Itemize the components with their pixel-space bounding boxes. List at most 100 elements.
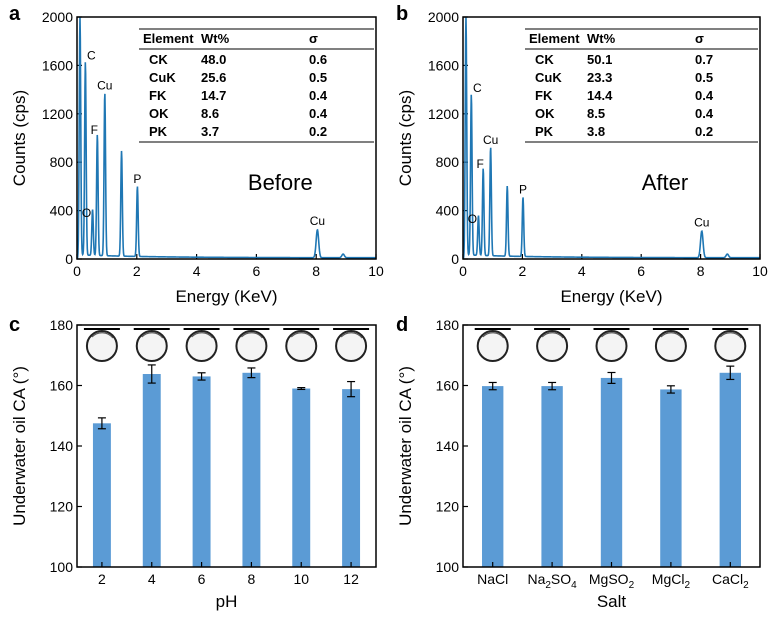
inset-title: Before	[248, 170, 313, 195]
droplet-highlight	[601, 332, 623, 339]
bar	[600, 377, 623, 567]
table-cell: CK	[149, 52, 168, 67]
y-axis-label: Counts (cps)	[396, 90, 415, 186]
table-cell: 0.5	[695, 70, 713, 85]
panel-letter: c	[9, 314, 20, 336]
x-tick-label: 8	[312, 263, 320, 279]
bar	[242, 372, 261, 567]
x-tick-label: 4	[148, 571, 156, 587]
table-header: σ	[309, 31, 318, 46]
x-tick-label: 2	[519, 263, 527, 279]
y-tick-label: 180	[436, 317, 460, 333]
x-tick-label: 4	[578, 263, 586, 279]
plot-frame	[76, 16, 377, 260]
x-tick-label: 2	[98, 571, 106, 587]
droplet-highlight	[91, 332, 114, 339]
table-cell: OK	[535, 106, 555, 121]
bar	[292, 388, 311, 567]
bar	[660, 389, 682, 567]
table-header: Element	[143, 31, 194, 46]
y-tick-label: 2000	[42, 9, 73, 25]
table-header: Element	[529, 31, 580, 46]
x-tick-label: 6	[637, 263, 645, 279]
x-tick-label: 4	[193, 263, 201, 279]
x-tick-label: 0	[459, 263, 467, 279]
bar	[482, 386, 504, 567]
x-tick-label: 8	[697, 263, 705, 279]
peak-label: C	[473, 81, 482, 95]
y-tick-label: 1600	[42, 57, 73, 73]
table-header: σ	[695, 31, 704, 46]
peak-label: Cu	[97, 79, 112, 93]
y-tick-label: 120	[436, 499, 460, 515]
plot-frame	[462, 16, 761, 260]
y-tick-label: 0	[451, 251, 459, 267]
table-cell: PK	[535, 124, 554, 139]
x-axis-label: Salt	[597, 592, 627, 611]
droplet-highlight	[290, 332, 313, 339]
table-header: Wt%	[587, 31, 616, 46]
y-tick-label: 100	[436, 559, 460, 575]
table-cell: 8.5	[587, 106, 605, 121]
peak-label: F	[477, 157, 484, 171]
panel-a: 0 400 800 1200 1600 2000 0 2 4 6 8 10 C O F Cu P Cu Energy…	[9, 3, 384, 306]
droplet-highlight	[541, 332, 564, 339]
panel-letter: b	[396, 3, 408, 25]
y-tick-label: 800	[50, 154, 74, 170]
panel-c: 100 120 140 160 180 2 4 6 8 10 12 pH Underwater oil …	[9, 314, 377, 611]
x-tick-label: 10	[368, 263, 384, 279]
droplet-highlight	[719, 332, 742, 339]
table-cell: 8.6	[201, 106, 219, 121]
y-tick-label: 1200	[42, 106, 73, 122]
x-tick-label: 0	[73, 263, 81, 279]
droplet-highlight	[141, 332, 164, 339]
x-tick-label: 8	[248, 571, 256, 587]
oil-droplet	[714, 330, 747, 362]
peak-label: Cu	[483, 133, 498, 147]
table-cell: 0.7	[695, 52, 713, 67]
oil-droplet	[285, 330, 318, 362]
table-cell: 3.7	[201, 124, 219, 139]
panel-letter: a	[9, 3, 21, 25]
table-cell: 25.6	[201, 70, 226, 85]
table-cell: 0.2	[695, 124, 713, 139]
table-cell: CK	[535, 52, 554, 67]
droplet-highlight	[191, 332, 214, 339]
oil-droplet	[135, 330, 168, 362]
peak-label: F	[91, 123, 98, 137]
oil-droplet	[536, 330, 569, 362]
x-tick-label: 10	[752, 263, 768, 279]
peak-label: Cu	[694, 215, 709, 229]
table-cell: CuK	[149, 70, 176, 85]
table-cell: FK	[149, 88, 167, 103]
bar	[719, 372, 741, 567]
x-tick-label: 12	[343, 571, 359, 587]
table-cell: 0.4	[695, 106, 714, 121]
y-tick-label: 180	[50, 317, 74, 333]
droplet-highlight	[340, 332, 363, 339]
oil-droplet	[595, 330, 628, 362]
x-tick-label: 10	[293, 571, 309, 587]
table-cell: PK	[149, 124, 168, 139]
oil-droplet	[476, 330, 509, 362]
plot-frame	[462, 324, 761, 568]
y-tick-label: 0	[65, 251, 73, 267]
y-tick-label: 160	[50, 378, 74, 394]
y-tick-label: 120	[50, 499, 74, 515]
peak-label: Cu	[310, 214, 325, 228]
droplet-highlight	[240, 332, 263, 339]
droplet-highlight	[660, 332, 683, 339]
oil-droplet	[85, 330, 118, 362]
table-cell: 3.8	[587, 124, 605, 139]
table-cell: OK	[149, 106, 169, 121]
y-axis-label: Counts (cps)	[10, 90, 29, 186]
y-axis-label: Underwater oil CA (°)	[10, 366, 29, 526]
table-cell: 0.4	[695, 88, 714, 103]
peak-label: P	[519, 183, 527, 197]
x-tick-label: MgSO2	[589, 571, 635, 591]
oil-droplet	[185, 330, 218, 362]
y-tick-label: 800	[436, 154, 460, 170]
plot-frame	[76, 324, 377, 568]
x-tick-label: NaCl	[477, 571, 508, 587]
